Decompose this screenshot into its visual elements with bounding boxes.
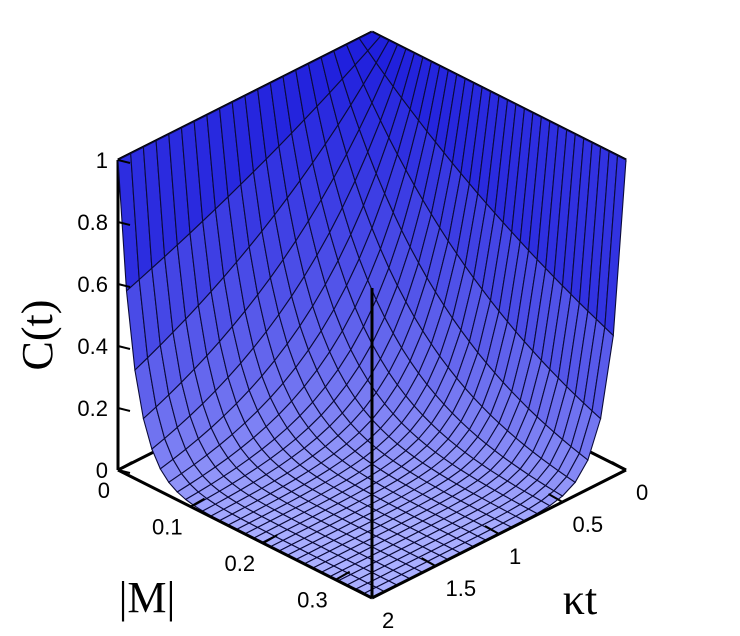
z-tick-label: 0.2 <box>77 396 108 421</box>
y-tick-mark <box>190 497 206 508</box>
y-tick-label: 0.3 <box>297 588 328 613</box>
z-tick-label: 1 <box>96 148 108 173</box>
z-tick-label: 0 <box>96 458 108 483</box>
x-tick-mark <box>484 525 500 535</box>
x-tick-mark <box>421 557 436 567</box>
y-tick-label: 0.2 <box>225 551 256 576</box>
surface-patch <box>604 154 627 337</box>
z-tick-label: 0.8 <box>77 210 108 235</box>
z-tick-mark <box>117 407 131 412</box>
z-axis-title: C(t) <box>13 300 62 371</box>
x-tick-label: 1 <box>509 544 521 569</box>
y-tick-mark <box>335 570 351 581</box>
z-axis-ticks: 0 0.2 0.4 0.6 0.8 1 <box>77 148 131 483</box>
z-tick-mark <box>117 469 131 474</box>
y-tick-mark <box>262 534 278 545</box>
z-tick-mark <box>117 345 131 350</box>
x-tick-mark <box>357 589 373 599</box>
x-tick-mark <box>611 461 627 471</box>
z-tick-label: 0.6 <box>77 272 108 297</box>
y-tick-mark <box>117 461 133 471</box>
surface-mesh <box>117 31 627 599</box>
x-tick-label: 1.5 <box>446 576 477 601</box>
y-axis-ticks: 0 0.1 0.2 0.3 <box>98 461 351 613</box>
y-tick-label: 0.1 <box>152 515 183 540</box>
z-tick-mark <box>117 159 131 164</box>
z-tick-label: 0.4 <box>77 334 108 359</box>
x-tick-label: 2 <box>382 608 394 633</box>
box-edge <box>117 468 373 600</box>
x-tick-mark <box>548 493 563 503</box>
z-tick-mark <box>117 283 131 288</box>
y-axis-title: |M| <box>119 573 176 622</box>
x-tick-label: 0.5 <box>573 512 604 537</box>
x-axis-ticks: 0 0.5 1 1.5 2 <box>357 461 648 633</box>
z-tick-mark <box>117 221 131 226</box>
x-axis-title: κt <box>563 575 597 624</box>
x-tick-label: 0 <box>636 480 648 505</box>
y-tick-label: 0 <box>98 478 110 503</box>
